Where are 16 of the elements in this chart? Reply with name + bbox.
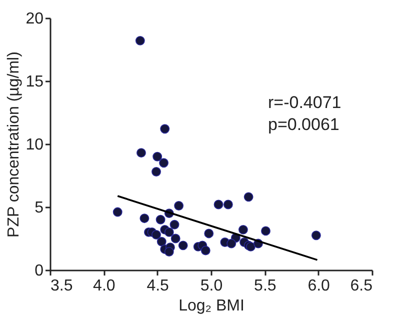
x-tick-label: 5.5 (254, 278, 276, 294)
x-tick-label: 3.5 (50, 278, 73, 294)
x-tick-label: 4.5 (146, 278, 170, 294)
x-tick-label: 4.0 (93, 278, 116, 294)
y-tick-label: 20 (26, 10, 44, 28)
y-tick-label: 5 (34, 200, 44, 216)
y-tick-label: 10 (26, 136, 44, 154)
y-tick-label: 0 (34, 262, 44, 280)
x-tick-label: 6.0 (308, 278, 330, 294)
x-tick-label: 6.5 (350, 278, 373, 294)
y-tick-label: 15 (26, 74, 44, 90)
x-tick-label: 5.0 (200, 278, 223, 294)
annotation: r=-0.4071 (268, 93, 342, 112)
x-axis-title: Log₂ BMI (178, 298, 244, 314)
y-axis-title: PZP concentration (µg/ml) (6, 52, 23, 238)
annotation: p=0.0061 (268, 115, 340, 134)
